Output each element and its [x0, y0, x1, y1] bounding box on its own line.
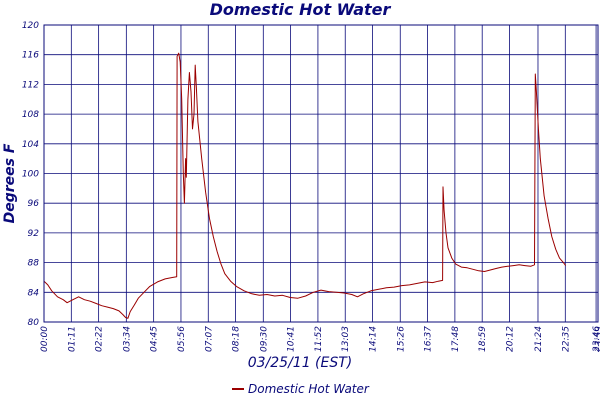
grid — [44, 25, 598, 322]
y-tick-label: 112 — [22, 80, 39, 90]
y-tick-label: 92 — [28, 229, 40, 239]
y-tick-label: 108 — [22, 110, 39, 120]
x-tick-label: 15:26 — [396, 326, 406, 352]
x-tick-label: 11:52 — [314, 326, 324, 352]
x-tick-label: 05:56 — [177, 326, 187, 352]
series-line-domestic-hot-water — [43, 52, 567, 319]
y-ticks: 80 84 88 92 96 100 104 108 112 116 120 — [22, 21, 39, 328]
y-tick-label: 100 — [22, 170, 39, 180]
series-lines — [43, 52, 567, 319]
x-tick-label: 22:35 — [561, 326, 571, 352]
x-tick-label: 18:59 — [478, 326, 488, 352]
x-ticks: 00:00 01:11 02:22 03:34 04:45 05:56 07:07 08:18… — [40, 326, 600, 352]
x-tick-label: 10:41 — [287, 326, 297, 352]
x-tick-label: 08:18 — [232, 326, 242, 352]
x-tick-label: 13:03 — [341, 326, 351, 352]
x-tick-label: 01:11 — [67, 326, 77, 352]
y-tick-label: 116 — [22, 51, 39, 61]
x-tick-label: 04:45 — [150, 326, 160, 352]
y-tick-label: 120 — [22, 21, 39, 31]
x-tick-label: 23:59 — [594, 326, 600, 352]
x-tick-label: 07:07 — [204, 326, 214, 352]
y-axis-label: Degrees F — [2, 143, 18, 223]
x-tick-label: 02:22 — [95, 326, 105, 352]
plot-frame — [43, 24, 599, 323]
x-tick-label: 20:12 — [506, 326, 516, 352]
x-tick-label: 23:46 — [592, 326, 600, 352]
y-tick-label: 96 — [28, 199, 40, 209]
y-tick-label: 88 — [28, 259, 40, 269]
legend-swatch — [232, 388, 244, 390]
legend-label: Domestic Hot Water — [248, 382, 369, 396]
x-tick-label: 09:30 — [259, 326, 269, 352]
legend: Domestic Hot Water — [232, 382, 369, 396]
y-tick-label: 84 — [28, 288, 40, 298]
chart-title: Domestic Hot Water — [209, 0, 391, 19]
y-tick-label: 104 — [22, 140, 39, 150]
x-tick-label: 16:37 — [424, 326, 434, 352]
x-tick-label: 14:14 — [369, 326, 379, 352]
x-tick-label: 03:34 — [122, 326, 132, 352]
x-axis-label: 03/25/11 (EST) — [247, 355, 353, 371]
x-tick-label: 21:24 — [534, 326, 544, 352]
x-tick-label: 17:48 — [451, 326, 461, 352]
x-tick-label: 00:00 — [40, 326, 50, 352]
y-tick-label: 80 — [28, 318, 40, 328]
